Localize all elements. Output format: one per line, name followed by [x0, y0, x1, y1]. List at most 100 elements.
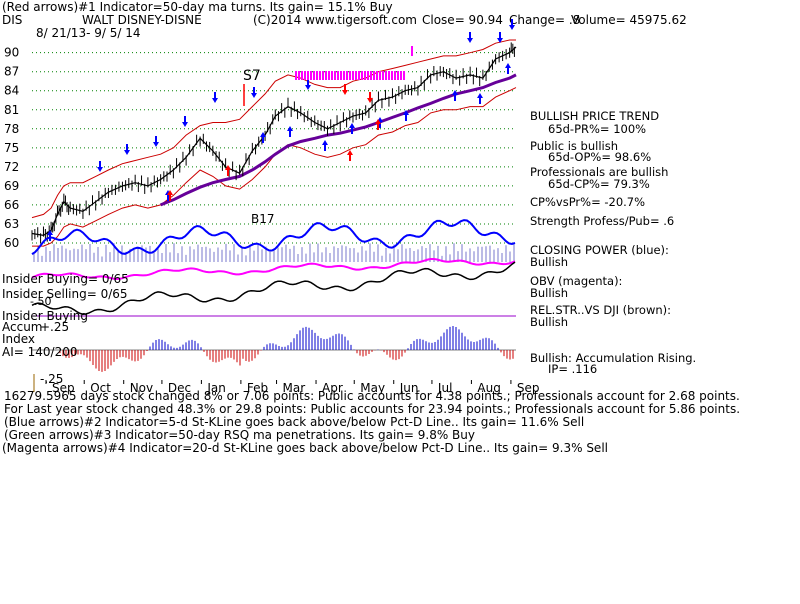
closing-power-status: Bullish: [530, 255, 568, 269]
accum-label: Accum: [2, 320, 43, 334]
close-label: Close= 90.94: [422, 13, 503, 27]
y-tick-label: 69: [4, 179, 19, 193]
y-tick-label: 75: [4, 141, 19, 155]
relstr-line: [31, 261, 516, 315]
down-arrow: [509, 19, 515, 30]
professionals-status: Professionals are bullish: [530, 165, 668, 179]
volume-bars: [33, 243, 515, 262]
company-label: WALT DISNEY-DISNE: [82, 13, 202, 27]
price-series: [31, 39, 517, 247]
y-tick-label: 81: [4, 103, 19, 117]
down-arrow: [182, 116, 188, 127]
footer-line2: For Last year stock changed 48.3% or 29.…: [4, 402, 740, 416]
down-arrow: [305, 79, 311, 90]
insider-buying-label: Insider Buying= 0/65: [2, 272, 129, 286]
y-tick-label: 84: [4, 84, 19, 98]
up-arrow: [322, 140, 328, 151]
up-arrow: [349, 123, 355, 134]
closing-power-line: [31, 219, 516, 255]
price-y-axis: 90 87 84 81 78 75 72 69 66 63 60: [4, 46, 19, 250]
down-arrow: [212, 92, 218, 103]
insider-buying-label-2: Insider Buying: [2, 309, 88, 323]
down-arrow: [251, 87, 257, 98]
up-arrow: [452, 90, 458, 101]
relstr-label: REL.STR..VS DJI (brown):: [530, 303, 671, 317]
obv-label: OBV (magenta):: [530, 274, 622, 288]
x-tick-label: May: [360, 381, 385, 395]
trend-title: BULLISH PRICE TREND: [530, 109, 659, 123]
series-line-upper-band: [31, 39, 516, 219]
up-arrow: [167, 190, 173, 201]
x-tick-label: Sep: [52, 381, 75, 395]
down-arrow: [342, 84, 348, 95]
down-arrow: [97, 161, 103, 172]
indicator-arrows: [47, 19, 515, 241]
y-tick-label: 72: [4, 160, 19, 174]
header-line1: (Red arrows)#1 Indicator=50-day ma turns…: [2, 0, 393, 14]
y-tick-label: 87: [4, 65, 19, 79]
ticker-label: DIS: [2, 13, 22, 27]
up-arrow: [505, 63, 511, 74]
strength-value: Strength Profess/Pub= .6: [530, 214, 674, 228]
index-label: Index: [2, 332, 35, 346]
volume-label: Volume= 45975.62: [571, 13, 687, 27]
y-tick-label: 78: [4, 122, 19, 136]
neg50-label: -.50: [30, 295, 51, 308]
series-line-lower-band: [32, 87, 517, 247]
closing-power-label: CLOSING POWER (blue):: [530, 243, 669, 257]
up-arrow: [347, 150, 353, 161]
footer-line1: 16279.5965 days stock changed 8% or 7.06…: [4, 389, 740, 403]
public-status: Public is bullish: [530, 139, 618, 153]
cpvspr-value: CP%vsPr%= -20.7%: [530, 195, 645, 209]
x-axis: Sep Oct Nov Dec Jan Feb Mar Apr May Jun Jul Aug Sep: [33, 374, 540, 395]
x-tick-label: Nov: [130, 381, 153, 395]
accum-status: Bullish: Accumulation Rising.: [530, 351, 696, 365]
relstr-status: Bullish: [530, 315, 568, 329]
x-tick-label: Oct: [90, 381, 111, 395]
x-tick-label: Dec: [168, 381, 191, 395]
pr-value: 65d-PR%= 100%: [548, 122, 646, 136]
y-tick-label: 66: [4, 198, 19, 212]
up-arrow: [375, 119, 381, 130]
down-arrow: [497, 32, 503, 43]
date-range-label: 8/ 21/13- 9/ 5/ 14: [36, 26, 140, 40]
up-arrow: [287, 126, 293, 137]
x-tick-label: Aug: [477, 381, 500, 395]
x-tick-label: Feb: [247, 381, 268, 395]
down-arrow: [153, 136, 159, 147]
op-value: 65d-OP%= 98.6%: [548, 150, 651, 164]
lower-indicator-panels: [31, 219, 516, 372]
x-tick-label: Jul: [437, 381, 452, 395]
change-label: Change= .8: [509, 13, 580, 27]
footer-line4: (Green arrows)#3 Indicator=50-day RSQ ma…: [4, 428, 475, 442]
insider-selling-label: Insider Selling= 0/65: [2, 287, 128, 301]
x-tick-label: Apr: [322, 381, 343, 395]
s7-annotation: S7: [243, 68, 261, 84]
y-tick-label: 60: [4, 236, 19, 250]
ai-label: AI= 140/200: [2, 345, 77, 359]
copyright-label: (C)2014 www.tigersoft.com: [253, 13, 417, 27]
down-arrow: [367, 92, 373, 103]
cp-value: 65d-CP%= 79.3%: [548, 177, 650, 191]
down-arrow: [124, 144, 130, 155]
x-tick-label: Mar: [283, 381, 306, 395]
x-tick-label: Jan: [206, 381, 226, 395]
ip-value: IP= .116: [548, 362, 597, 376]
series-line-50-day-ma: [160, 73, 517, 207]
up-arrow: [47, 230, 53, 241]
x-tick-label: Sep: [517, 381, 540, 395]
down-arrow: [467, 32, 473, 43]
obv-status: Bullish: [530, 286, 568, 300]
up-arrow: [225, 165, 231, 176]
up-arrow: [477, 93, 483, 104]
up-arrow: [403, 110, 409, 121]
footer-line5: (Magenta arrows)#4 Indicator=20-d St-KLi…: [2, 441, 608, 455]
b17-annotation: B17: [251, 212, 275, 226]
x-tick-label: Jun: [399, 381, 419, 395]
footer-line3: (Blue arrows)#2 Indicator=5-d St-KLine g…: [4, 415, 584, 429]
plus25-label: +.25: [40, 320, 69, 334]
y-tick-label: 90: [4, 46, 19, 60]
y-tick-label: 63: [4, 217, 19, 231]
obv-line: [31, 258, 516, 281]
